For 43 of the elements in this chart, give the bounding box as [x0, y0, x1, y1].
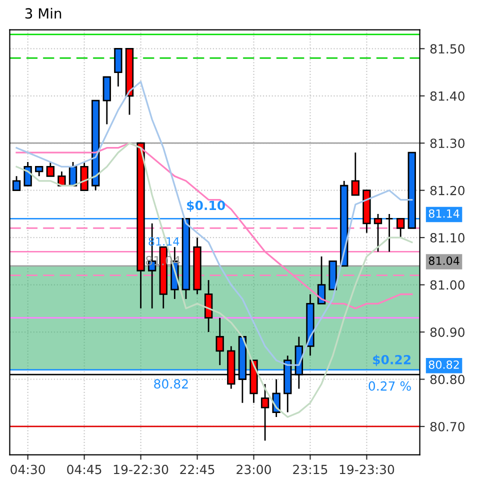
annotation: $0.10 [187, 200, 226, 212]
y-tick-label: 80.90 [430, 327, 464, 337]
annotation: 81.04 [146, 256, 180, 266]
annotation: 80.82 [154, 379, 188, 389]
annotation: $0.22 [373, 354, 411, 366]
y-tick-label: 81.40 [430, 91, 464, 101]
candlestick [58, 170, 66, 186]
candlestick [80, 161, 88, 192]
line-series [16, 142, 413, 418]
candlestick [46, 161, 54, 177]
candlestick [317, 256, 326, 304]
x-tick-label: 23:15 [293, 464, 328, 474]
candlestick [385, 213, 394, 252]
candlestick [35, 166, 44, 177]
chart-title: 3 Min [25, 8, 62, 19]
candlestick [216, 317, 224, 366]
y-tick-label: 81.30 [430, 138, 464, 148]
line-series [16, 80, 413, 366]
annotation: 0.27 % [368, 381, 411, 391]
ref-line-label: 80.82 [428, 360, 459, 369]
candlestick [396, 218, 405, 238]
candlestick [260, 383, 270, 442]
y-tick-label: 80.80 [430, 374, 464, 384]
candlestick [12, 175, 21, 192]
y-tick-label: 81.50 [430, 44, 464, 54]
ref-line-label: 81.14 [428, 209, 460, 218]
y-tick-label: 81.00 [430, 280, 464, 290]
x-tick-label: 19-23:30 [340, 464, 394, 474]
x-tick-label: 19-22:30 [114, 464, 168, 474]
x-tick-label: 04:45 [67, 464, 102, 474]
candlestick [272, 378, 280, 418]
x-tick-label: 22:45 [180, 464, 214, 474]
candlestick [374, 213, 382, 252]
x-tick-label: 23:00 [236, 464, 271, 474]
candlestick [351, 152, 360, 196]
ref-line-label: 81.04 [428, 256, 460, 265]
candlestick [114, 48, 122, 88]
y-tick-label: 81.20 [430, 186, 464, 196]
x-tick-label: 04:30 [10, 464, 45, 474]
y-tick-label: 81.10 [430, 233, 464, 242]
y-tick-label: 80.70 [430, 422, 464, 432]
candlestick [204, 279, 213, 333]
candlestick [102, 76, 111, 125]
